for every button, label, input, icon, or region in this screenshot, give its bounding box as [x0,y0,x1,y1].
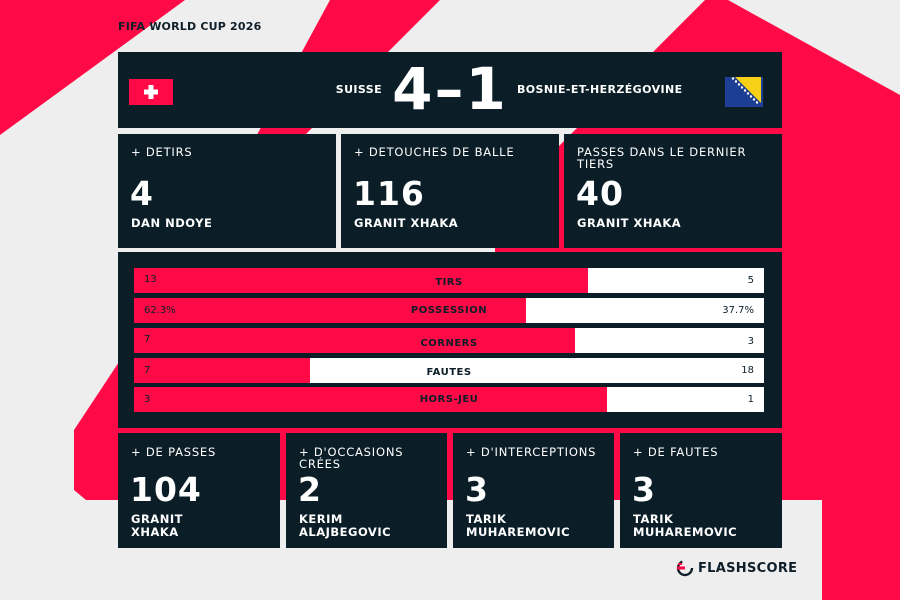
away-value: 5 [747,275,754,286]
leader-stat-value: 3 [465,470,489,509]
stat-name: TIRS [435,277,463,288]
leader-player-name: KERIM ALAJBEGOVIC [299,512,392,539]
stat-bar: 3 HORS-JEU 1 [134,387,764,412]
home-value: 62.3% [144,305,176,316]
leader-stat-label: + DE PASSES [131,445,217,459]
switzerland-flag-icon [129,79,173,105]
home-share-fill [134,328,575,353]
leader-player-name: TARIK MUHAREMOVIC [633,512,738,539]
home-value: 13 [144,274,157,285]
leader-stat-value: 3 [632,470,656,509]
top-leader-card: + DETOUCHES DE BALLE 116 GRANIT XHAKA [341,134,559,248]
away-value: 18 [741,365,754,376]
home-value: 3 [144,394,151,405]
leader-player-name: TARIK MUHAREMOVIC [466,512,571,539]
leader-stat-label: + DETOUCHES DE BALLE [354,145,515,159]
bottom-leader-card: + DE FAUTES 3 TARIK MUHAREMOVIC [620,433,782,548]
home-value: 7 [144,334,151,345]
stat-bar: 62.3% POSSESSION 37.7% [134,298,764,323]
home-value: 7 [144,365,151,376]
stat-name: POSSESSION [410,305,488,316]
home-share-fill [134,358,311,383]
leader-player-name: GRANIT XHAKA [354,216,459,230]
leader-stat-value: 4 [130,174,154,213]
leader-player-name: GRANIT XHAKA [577,216,682,230]
top-leader-card: + DETIRS 4 DAN NDOYE [118,134,336,248]
away-value: 1 [747,394,754,405]
stat-name: FAUTES [426,367,472,378]
home-team-name: SUISSE [335,83,382,96]
bottom-leader-card: + D'OCCASIONS CRÉES 2 KERIM ALAJBEGOVIC [286,433,447,548]
stats-comparison-panel: 13 TIRS 5 62.3% POSSESSION 37.7% 7 CORNE… [118,252,782,428]
leader-stat-label: + DETIRS [131,145,193,159]
home-share-fill [134,298,527,323]
leader-stat-value: 2 [298,470,322,509]
leader-stat-value: 40 [576,174,624,213]
top-leader-card: PASSES DANS LE DERNIER TIERS 40 GRANIT X… [564,134,782,248]
bottom-leader-card: + D'INTERCEPTIONS 3 TARIK MUHAREMOVIC [453,433,614,548]
leader-stat-label: PASSES DANS LE DERNIER TIERS [577,145,747,171]
leader-player-name: DAN NDOYE [131,216,213,230]
leader-stat-value: 116 [353,174,425,213]
stat-name: CORNERS [420,338,478,349]
home-share-fill [134,268,588,293]
scoreboard: SUISSE 4–1 BOSNIE-ET-HERZÉGOVINE [118,52,782,128]
leader-stat-label: + D'INTERCEPTIONS [466,445,597,459]
leader-stat-value: 104 [130,470,202,509]
leader-player-name: GRANIT XHAKA [131,512,183,539]
bottom-leader-card: + DE PASSES 104 GRANIT XHAKA [118,433,280,548]
bosnia-herzegovina-flag-icon [725,77,763,107]
flashscore-brand: FLASHSCORE [676,558,797,578]
brand-name: FLASHSCORE [698,560,798,576]
away-value: 3 [747,336,754,347]
flashscore-logo-icon [676,559,694,577]
stat-bar: 7 CORNERS 3 [134,328,764,353]
home-share-fill [134,387,607,412]
stat-bar: 13 TIRS 5 [134,268,764,293]
stat-name: HORS-JEU [419,394,479,405]
leader-stat-label: + D'OCCASIONS CRÉES [299,445,404,471]
tournament-title: FIFA WORLD CUP 2026 [118,20,262,33]
match-score: 4–1 [392,55,508,123]
away-team-name: BOSNIE-ET-HERZÉGOVINE [517,83,683,96]
away-value: 37.7% [722,305,754,316]
stat-bar: 7 FAUTES 18 [134,358,764,383]
leader-stat-label: + DE FAUTES [633,445,719,459]
